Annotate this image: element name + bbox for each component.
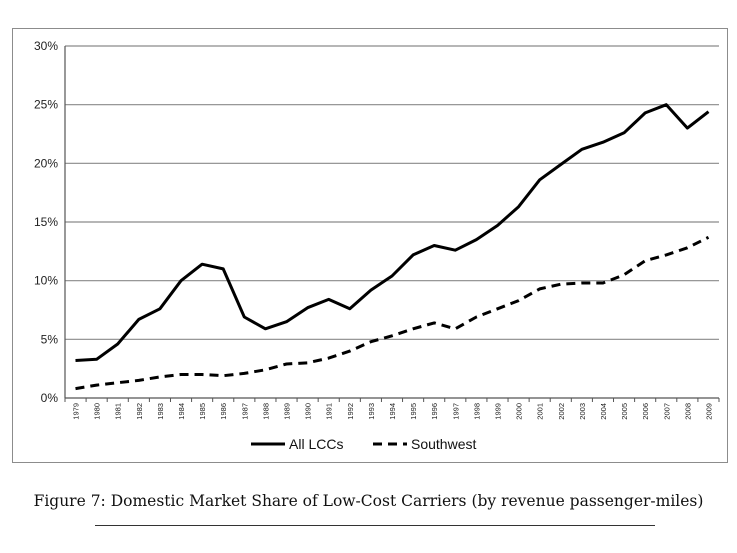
x-tick-label: 1989 [283, 403, 292, 420]
series-line-all-lccs [75, 103, 710, 362]
x-tick-label: 2005 [620, 403, 629, 420]
chart-frame: 0% 5% 10% 15% 20% 25% 30% 1979 1980 1981 1982 1983 1… [12, 28, 728, 463]
y-tick-label: 25% [34, 98, 58, 112]
x-tick-label: 1984 [177, 403, 186, 420]
x-tick-label: 1986 [219, 403, 228, 420]
y-tick-label: 0% [41, 391, 59, 405]
y-tick-label: 30% [34, 39, 58, 53]
x-tick-label: 1995 [409, 403, 418, 420]
x-tick-label: 1998 [472, 403, 481, 420]
x-tick-label: 2004 [599, 403, 608, 420]
x-tick-label: 1997 [451, 403, 460, 420]
x-tick-label: 2003 [578, 403, 587, 420]
x-tick-label: 1996 [430, 403, 439, 420]
x-tick-label: 1992 [346, 403, 355, 420]
x-tick-label: 1983 [156, 403, 165, 420]
series-line-southwest [75, 235, 710, 391]
x-tick-label: 1985 [198, 403, 207, 420]
x-tick-label: 1982 [135, 403, 144, 420]
x-tick-label: 1980 [93, 403, 102, 420]
y-tick-label: 10% [34, 274, 58, 288]
x-tick-label: 1988 [261, 403, 270, 420]
x-tick-label: 2002 [557, 403, 566, 420]
legend-label: Southwest [411, 436, 476, 452]
x-tick-label: 1993 [367, 403, 376, 420]
x-tick-label: 2007 [662, 403, 671, 420]
figure-caption: Figure 7: Domestic Market Share of Low-C… [33, 492, 704, 510]
x-tick-label: 1999 [493, 403, 502, 420]
x-tick-label: 1987 [240, 403, 249, 420]
y-tick-label: 20% [34, 156, 58, 170]
x-tick-label: 2008 [683, 403, 692, 420]
x-tick-label: 2000 [515, 403, 524, 420]
x-tick-label: 1979 [72, 403, 81, 420]
legend-label: All LCCs [289, 436, 343, 452]
y-tick-label: 15% [34, 215, 58, 229]
x-tick-label: 1990 [304, 403, 313, 420]
x-tick-label: 1991 [325, 403, 334, 420]
x-tick-label: 2001 [536, 403, 545, 420]
caption-rule [95, 525, 655, 526]
line-chart: 0% 5% 10% 15% 20% 25% 30% 1979 1980 1981 1982 1983 1… [34, 39, 720, 452]
x-tick-label: 2006 [641, 403, 650, 420]
x-tick-label: 2009 [704, 403, 713, 420]
x-tick-label: 1981 [114, 403, 123, 420]
x-tick-label: 1994 [388, 403, 397, 420]
y-tick-label: 5% [41, 332, 59, 346]
